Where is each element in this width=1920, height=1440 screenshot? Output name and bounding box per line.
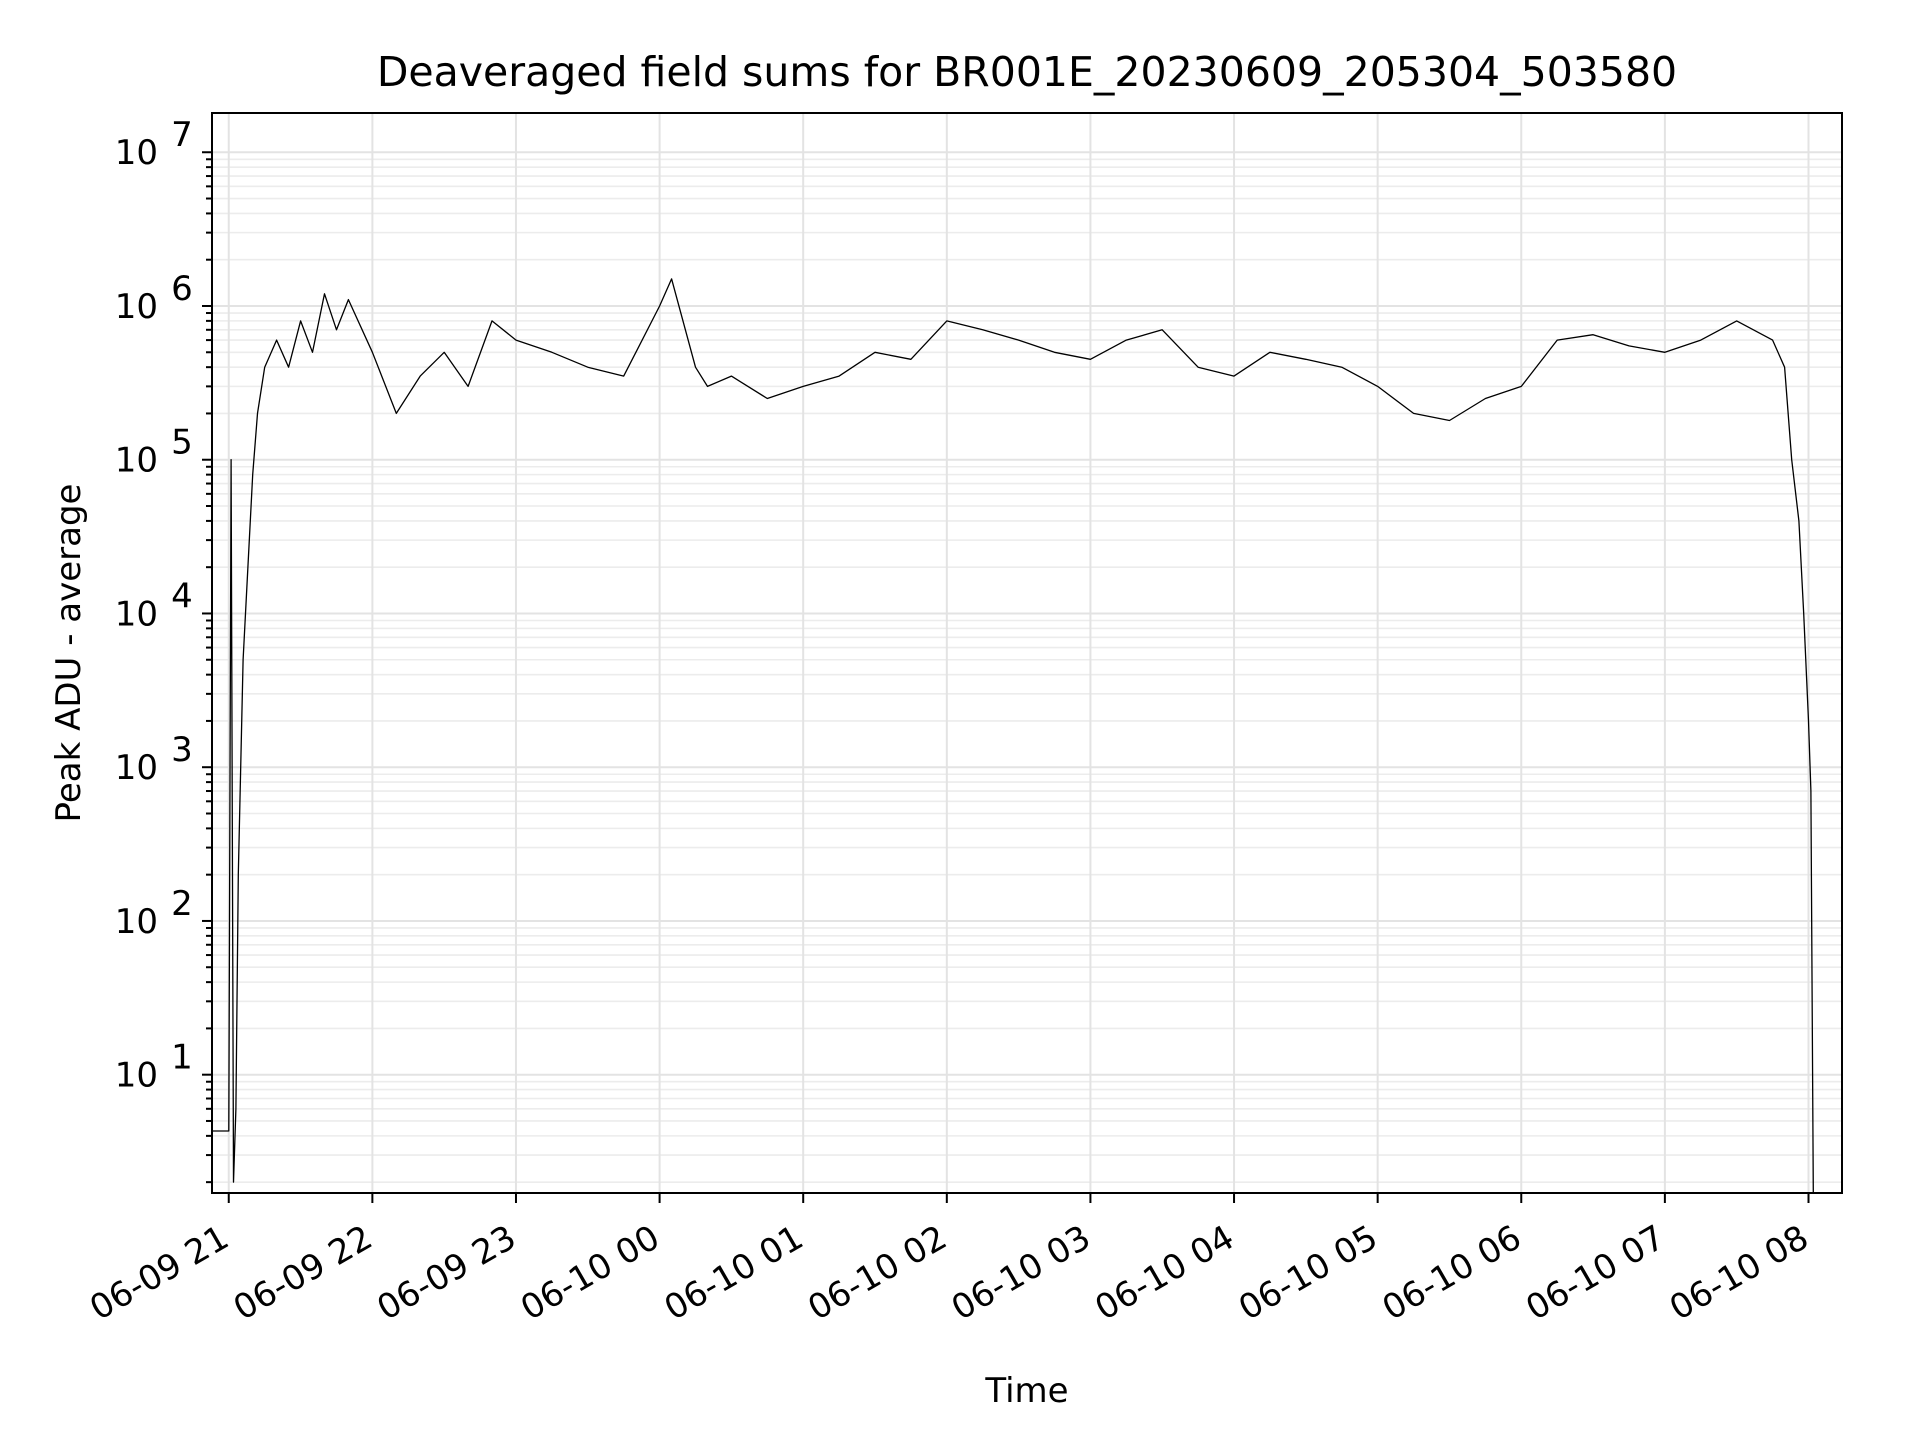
- plot-frame: [211, 112, 1843, 1194]
- y-tick-exponent: 7: [171, 115, 193, 155]
- y-tick-exponent: 2: [171, 884, 193, 924]
- x-axis-label: Time: [984, 1371, 1068, 1411]
- y-tick-label: 10: [115, 594, 158, 634]
- series-line-0: [212, 278, 1814, 1194]
- grid-layer: [212, 113, 1842, 1193]
- y-tick-exponent: 1: [171, 1038, 193, 1078]
- y-tick-label: 10: [115, 748, 158, 788]
- y-tick-exponent: 6: [171, 269, 193, 309]
- chart-title: Deaveraged field sums for BR001E_2023060…: [377, 48, 1677, 96]
- y-tick-label: 10: [115, 1056, 158, 1096]
- y-tick-label: 10: [115, 902, 158, 942]
- y-axis: 10 1 10 2 10 3 10 4 10 5 10 6 10 7: [115, 115, 212, 1184]
- series-layer: [212, 278, 1814, 1194]
- y-tick-label: 10: [115, 287, 158, 327]
- y-tick-exponent: 5: [171, 423, 193, 463]
- y-tick-exponent: 4: [171, 576, 193, 616]
- y-axis-label: Peak ADU - average: [49, 484, 89, 823]
- y-tick-label: 10: [115, 441, 158, 481]
- y-tick-label: 10: [115, 133, 158, 173]
- y-tick-exponent: 3: [171, 730, 193, 770]
